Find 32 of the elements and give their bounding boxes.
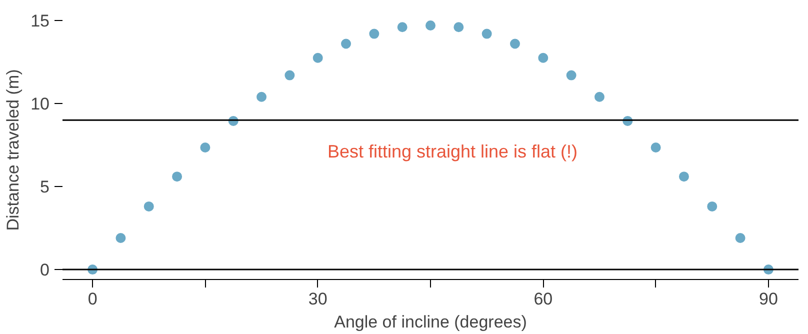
point bbox=[312, 52, 323, 63]
point bbox=[735, 233, 746, 243]
point bbox=[172, 172, 182, 182]
point bbox=[482, 28, 492, 39]
point bbox=[594, 92, 604, 102]
point bbox=[341, 38, 352, 49]
point bbox=[426, 20, 436, 30]
point bbox=[538, 52, 548, 63]
point bbox=[566, 70, 576, 80]
point bbox=[369, 28, 380, 39]
x-tick-label: 60 bbox=[534, 290, 553, 308]
y-tick-label: 5 bbox=[40, 178, 50, 197]
y-axis-title: Distance traveled (m) bbox=[4, 69, 23, 231]
annotation: Best fitting straight line is flat (!) bbox=[327, 142, 578, 162]
point bbox=[454, 22, 464, 32]
point bbox=[144, 201, 154, 212]
y-tick-label: 10 bbox=[30, 94, 50, 114]
point bbox=[397, 22, 408, 32]
x-tick-label: 30 bbox=[308, 290, 328, 308]
y-tick-label: 0 bbox=[40, 260, 50, 280]
y-tick-label: 15 bbox=[30, 12, 50, 30]
point bbox=[200, 142, 210, 152]
point bbox=[256, 92, 267, 102]
point bbox=[650, 142, 661, 152]
x-axis-title: Angle of incline (degrees) bbox=[334, 312, 527, 332]
point bbox=[510, 38, 520, 49]
x-tick-label: 90 bbox=[759, 290, 778, 308]
point bbox=[116, 233, 126, 243]
point bbox=[284, 70, 295, 80]
x-tick-label: 0 bbox=[88, 290, 98, 308]
point bbox=[678, 172, 689, 182]
point bbox=[707, 201, 718, 212]
